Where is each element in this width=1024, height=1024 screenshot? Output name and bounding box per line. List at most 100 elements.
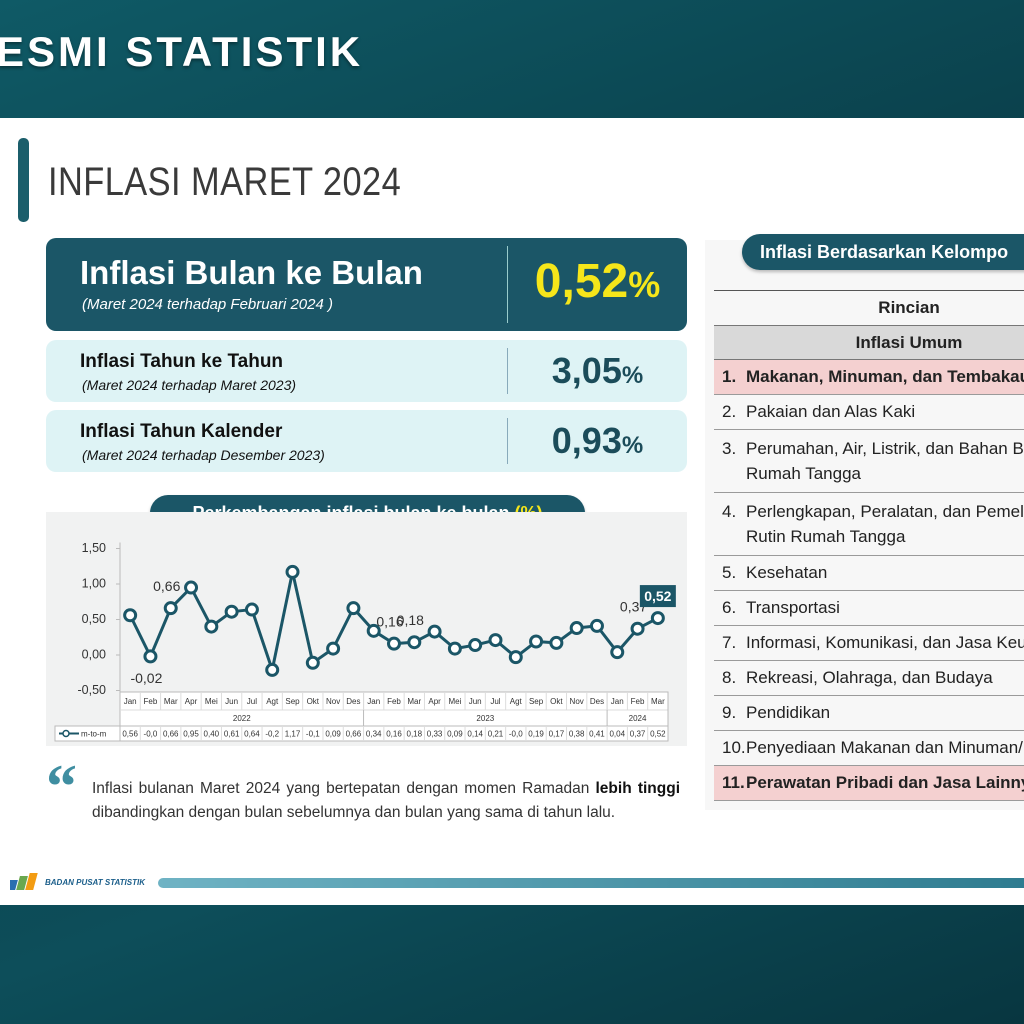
table-row: 7. Informasi, Komunikasi, dan Jasa Keua bbox=[714, 626, 1024, 661]
point bbox=[123, 608, 138, 623]
row-number: 9. bbox=[722, 703, 737, 722]
point bbox=[589, 618, 604, 633]
point bbox=[244, 602, 259, 617]
y-tick-label: 0,50 bbox=[82, 612, 106, 626]
point bbox=[224, 604, 239, 619]
value-cell: 1,17 bbox=[285, 730, 301, 739]
table: Rincian Inflasi Umum 1. Makanan, Minuman, d… bbox=[714, 290, 1024, 801]
x-tick-label: Jun bbox=[225, 697, 238, 706]
card-value-number: 3,05 bbox=[551, 350, 622, 391]
value-cell: 0,14 bbox=[467, 730, 483, 739]
point bbox=[508, 650, 523, 665]
x-group-label: 2022 bbox=[233, 714, 251, 723]
x-tick-label: Nov bbox=[326, 697, 340, 706]
row-line: Perumahan, Air, Listrik, dan Bahan Ba bbox=[746, 439, 1024, 458]
row-number: 10. bbox=[722, 738, 746, 757]
annotation-box bbox=[639, 585, 676, 608]
card-value-number: 0,93 bbox=[551, 420, 622, 461]
y-tick-label: 1,00 bbox=[82, 576, 106, 590]
value-cell: 0,09 bbox=[447, 730, 463, 739]
row-line: Rumah Tangga bbox=[746, 464, 861, 483]
value-cell: -0,1 bbox=[306, 730, 320, 739]
x-tick-label: Okt bbox=[307, 697, 320, 706]
row-number: 8. bbox=[722, 668, 737, 687]
value-cell: 0,04 bbox=[609, 730, 625, 739]
row-number: 1. bbox=[722, 367, 737, 386]
value-cell: 0,40 bbox=[204, 730, 220, 739]
x-tick-label: Mei bbox=[448, 697, 461, 706]
row-number: 11. bbox=[722, 773, 745, 792]
value-cell: 0,17 bbox=[549, 730, 565, 739]
row-line: Pakaian dan Alas Kaki bbox=[746, 402, 916, 421]
value-cell: 0,18 bbox=[407, 730, 423, 739]
row-text: Perumahan, Air, Listrik, dan Bahan Ba Rum… bbox=[714, 436, 1024, 486]
point bbox=[569, 621, 584, 636]
annotation: -0,02 bbox=[130, 670, 162, 686]
value-cell: 0,52 bbox=[650, 730, 666, 739]
card-value: 0,52% bbox=[508, 254, 687, 309]
y-tick-label: 1,50 bbox=[82, 541, 106, 555]
value-cell: -0,0 bbox=[144, 730, 158, 739]
x-tick-label: Jul bbox=[490, 697, 500, 706]
point bbox=[427, 624, 442, 639]
table-row: 6. Transportasi bbox=[714, 591, 1024, 626]
annotation: 0,16 bbox=[376, 613, 403, 629]
point bbox=[447, 641, 462, 656]
legend-marker bbox=[62, 729, 70, 738]
summary-card: Inflasi Tahun Kalender (Maret 2024 terhad… bbox=[46, 410, 687, 472]
quote: Inflasi bulanan Maret 2024 yang bertepat… bbox=[92, 777, 680, 825]
row-number: 4. bbox=[722, 502, 737, 521]
point bbox=[529, 634, 544, 649]
summary-card: Inflasi Tahun ke Tahun (Maret 2024 terhad… bbox=[46, 340, 687, 402]
point bbox=[305, 655, 320, 670]
y-tick-label: 0,00 bbox=[82, 647, 106, 661]
card-subtitle: (Maret 2024 terhadap Februari 2024 ) bbox=[82, 296, 333, 313]
value-cell: 0,56 bbox=[122, 730, 138, 739]
value-cell: 0,41 bbox=[589, 730, 605, 739]
x-group-label: 2024 bbox=[629, 714, 647, 723]
legend-label: m-to-m bbox=[81, 730, 107, 739]
card-value-unit: % bbox=[621, 432, 644, 459]
slide-title: INFLASI MARET 2024 bbox=[48, 160, 402, 204]
annotation: 0,66 bbox=[153, 578, 180, 594]
point bbox=[265, 662, 280, 677]
annotation: 0,18 bbox=[397, 612, 424, 628]
card-value: 0,93% bbox=[508, 420, 687, 462]
point bbox=[549, 635, 564, 650]
card-subtitle: (Maret 2024 terhadap Desember 2023) bbox=[82, 447, 325, 463]
footer-bar bbox=[158, 878, 1024, 888]
row-line: Pendidikan bbox=[746, 703, 831, 722]
row-number: 5. bbox=[722, 563, 737, 582]
quote-part: dibandingkan dengan bulan sebelumnya dan… bbox=[92, 804, 616, 821]
row-number: 6. bbox=[722, 598, 737, 617]
card-divider bbox=[507, 348, 508, 394]
x-tick-label: Jul bbox=[247, 697, 257, 706]
row-text: Transportasi bbox=[714, 591, 1024, 625]
value-cell: -0,0 bbox=[509, 730, 523, 739]
point bbox=[387, 636, 401, 651]
value-cell: 0,16 bbox=[386, 730, 402, 739]
row-text: Informasi, Komunikasi, dan Jasa Keua bbox=[714, 626, 1024, 660]
point bbox=[488, 633, 503, 648]
table-header: Rincian bbox=[714, 291, 1024, 326]
x-tick-label: Feb bbox=[144, 697, 158, 706]
x-tick-label: Agt bbox=[266, 697, 279, 706]
point bbox=[366, 623, 381, 638]
point bbox=[346, 601, 361, 616]
row-text: Pakaian dan Alas Kaki bbox=[714, 395, 1024, 429]
x-tick-label: Agt bbox=[510, 697, 523, 706]
row-text: Kesehatan bbox=[714, 556, 1024, 590]
row-text: Pendidikan bbox=[714, 696, 1024, 730]
x-tick-label: Sep bbox=[529, 697, 544, 706]
accent-bar bbox=[18, 138, 29, 222]
table-subheader: Inflasi Umum bbox=[714, 326, 1024, 360]
row-text: Rekreasi, Olahraga, dan Budaya bbox=[714, 661, 1024, 695]
point bbox=[163, 601, 178, 616]
card-value-number: 0,52 bbox=[534, 255, 629, 308]
x-tick-label: Apr bbox=[428, 697, 441, 706]
value-cell: 0,38 bbox=[569, 730, 585, 739]
card-value-unit: % bbox=[628, 264, 661, 305]
x-tick-label: Feb bbox=[387, 697, 401, 706]
x-tick-label: Jun bbox=[469, 697, 482, 706]
